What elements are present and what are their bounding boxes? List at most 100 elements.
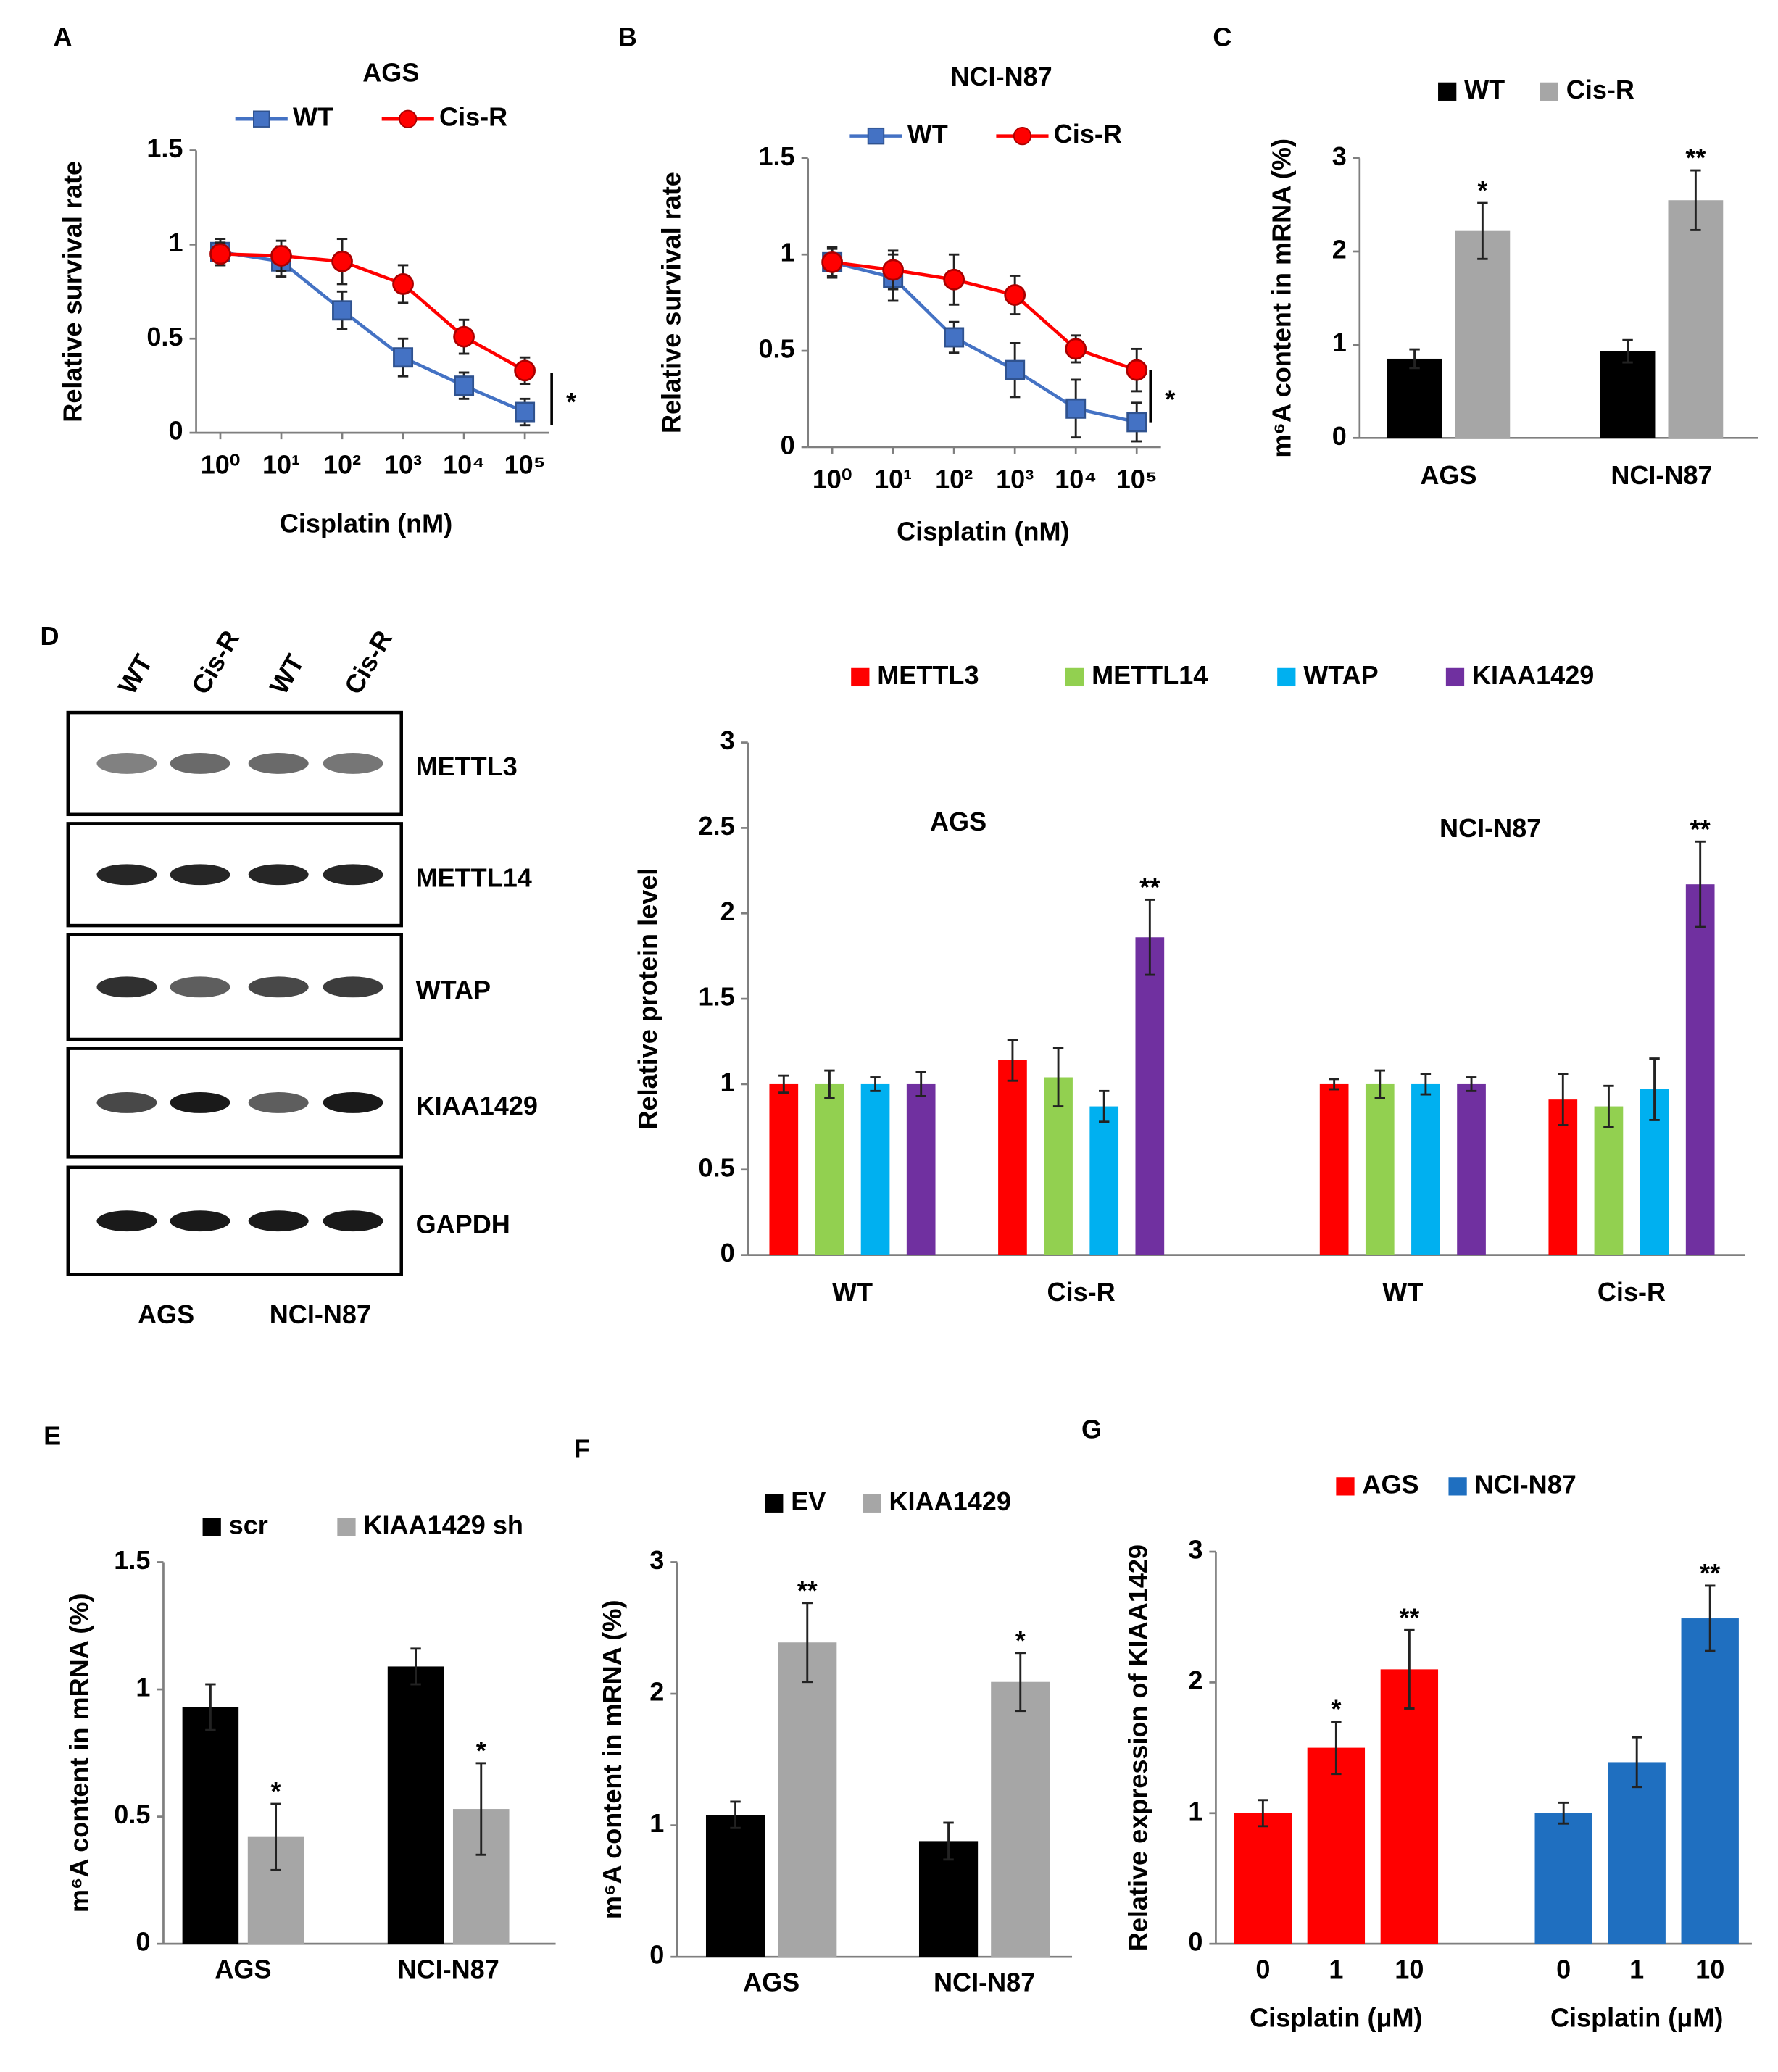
x-tick-label: Cis-R [1598,1277,1666,1307]
bar [1089,1106,1119,1255]
bar [1135,937,1165,1255]
data-point [944,327,965,348]
y-tick-label: 1 [168,228,183,257]
y-tick-label: 0.5 [699,1152,735,1182]
significance-label: ** [1399,1602,1419,1632]
significance-label: * [1165,384,1175,414]
blot-band [170,1092,230,1113]
panel-letter: D [41,621,59,651]
bar [705,1815,765,1957]
x-tick-label: 10⁵ [1116,464,1158,494]
x-tick-label: NCI-N87 [1611,460,1712,490]
group-label: AGS [930,807,986,836]
significance-label: ** [1700,1558,1720,1588]
significance-label: * [566,387,576,417]
legend-label: scr [229,1510,268,1539]
bar [815,1083,844,1255]
protein-label: METTL3 [416,752,518,781]
legend-label: Cis-R [439,102,507,132]
y-axis-label: Relative expression of KIAA1429 [1123,1544,1152,1951]
panel-letter: A [54,22,72,52]
legend-swatch [1065,667,1084,687]
blot-band [96,1210,157,1232]
blot-band [323,976,383,998]
blot-band [96,753,157,774]
x-tick-label: AGS [1420,460,1476,490]
legend-label: KIAA1429 [1472,660,1594,690]
lane-label: WT [264,649,310,699]
significance-label: * [476,1736,486,1765]
significance-label: * [1477,175,1487,205]
legend-swatch [851,667,870,687]
x-tick-label: Cis-R [1047,1277,1116,1307]
bar [1319,1083,1349,1255]
legend-label: KIAA1429 sh [363,1510,523,1539]
x-tick-label: NCI-N87 [934,1968,1035,1997]
bar [1457,1083,1486,1255]
y-tick-label: 0 [168,416,183,446]
legend-label: Cis-R [1054,119,1122,149]
legend-label: Cis-R [1566,75,1634,104]
y-tick-label: 1 [1188,1796,1202,1826]
legend-swatch [1445,667,1465,687]
y-tick-label: 1.5 [758,141,794,171]
blot-band [96,976,157,998]
data-point [1004,284,1026,306]
y-tick-label: 3 [1332,141,1347,171]
significance-label: * [1015,1626,1026,1655]
significance-label: * [1331,1694,1341,1724]
bar [1387,358,1442,438]
y-tick-label: 1.5 [146,133,183,163]
y-tick-label: 1 [720,1067,735,1097]
x-tick-label: 10⁵ [504,450,546,480]
series-line [220,250,526,414]
data-point [331,250,353,272]
series-line [220,252,526,373]
x-tick-label: AGS [743,1968,799,1997]
lane-label: WT [112,649,159,699]
blot-band [170,976,230,998]
x-tick-label: 1 [1629,1955,1644,1984]
data-point [1065,338,1087,360]
legend-label: NCI-N87 [1475,1469,1576,1499]
y-tick-label: 1 [649,1808,664,1838]
significance-label: ** [1139,873,1160,902]
blot-band [323,864,383,886]
protein-label: GAPDH [416,1209,510,1239]
data-point [821,251,843,273]
x-tick-label: 10⁴ [443,450,485,480]
y-tick-label: 0 [136,1927,150,1957]
blot-band [96,864,157,886]
significance-label: * [271,1776,281,1806]
bar [1594,1106,1624,1255]
data-point [209,243,231,265]
blot-band [248,976,309,998]
y-tick-label: 0.5 [114,1800,150,1829]
y-tick-label: 1.5 [114,1545,150,1575]
x-tick-label: 10 [1395,1955,1424,1984]
legend-label: WTAP [1303,660,1379,690]
bar [387,1666,444,1944]
x-tick-label: 10 [1695,1955,1724,1984]
y-tick-label: 3 [1188,1535,1202,1565]
bar [1380,1669,1439,1944]
legend-marker [253,110,270,128]
data-point [882,259,905,281]
y-tick-label: 0 [1188,1927,1202,1957]
blot-band [323,753,383,774]
legend-label: WT [1464,75,1505,104]
y-axis-label: Relative survival rate [656,172,686,433]
x-tick-label: 10¹ [262,450,300,480]
y-tick-label: 3 [720,725,735,755]
legend-label: EV [791,1486,826,1516]
x-tick-label: 10³ [384,450,422,480]
data-point [943,268,965,291]
x-tick-label: WT [832,1277,873,1307]
bar [998,1060,1027,1255]
y-tick-label: 0 [1332,421,1347,451]
bar [1681,1618,1739,1944]
x-axis-label: Cisplatin (nM) [897,517,1069,546]
legend-swatch [1277,667,1296,687]
legend-swatch [1336,1477,1355,1496]
